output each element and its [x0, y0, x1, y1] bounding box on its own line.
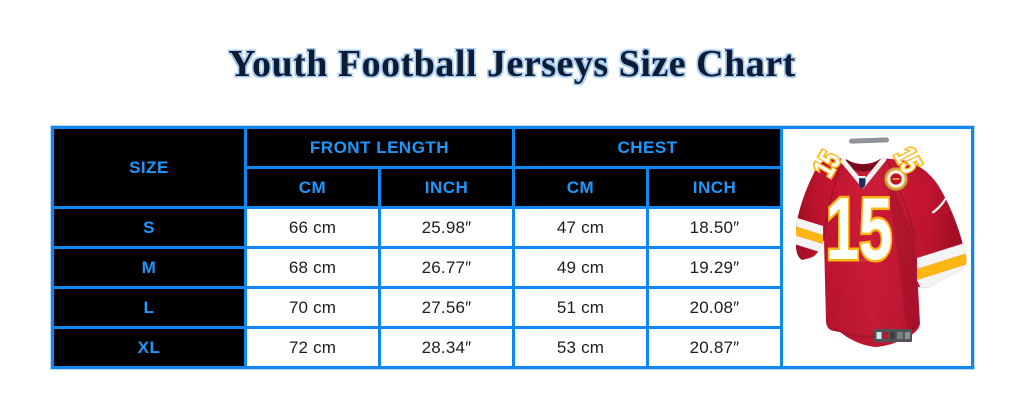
size-chart-table: SIZE FRONT LENGTH CHEST [51, 126, 974, 369]
front-inch-value: 27.56″ [378, 286, 515, 329]
chest-cm-value: 49 cm [512, 246, 649, 289]
table-row-l: L 70 cm 27.56″ 51 cm 20.08″ [51, 286, 973, 329]
svg-text:15: 15 [826, 179, 893, 277]
column-group-front-length: FRONT LENGTH [244, 126, 515, 169]
chest-inch-value: 20.08″ [646, 286, 783, 329]
jersey-image-cell: 15 15 15 [780, 126, 974, 369]
front-inch-value: 28.34″ [378, 326, 515, 369]
front-cm-value: 66 cm [244, 206, 381, 249]
chest-cm-value: 47 cm [512, 206, 649, 249]
column-group-chest: CHEST [512, 126, 783, 169]
size-label-cell: L [51, 286, 247, 329]
front-cm-value: 68 cm [244, 246, 381, 289]
table-row-m: M 68 cm 26.77″ 49 cm 19.29″ [51, 246, 973, 289]
table-row-xl: XL 72 cm 28.34″ 53 cm 20.87″ [51, 326, 973, 369]
chest-cm-value: 53 cm [512, 326, 649, 369]
size-label-cell: XL [51, 326, 247, 369]
chest-inch-value: 20.87″ [646, 326, 783, 369]
size-label-cell: S [51, 206, 247, 249]
column-header-size: SIZE [51, 126, 247, 209]
jersey-image: 15 15 15 [796, 137, 967, 347]
page-title: Youth Football Jerseys Size Chart [228, 43, 796, 85]
table-row-s: S 66 cm 25.98″ 47 cm 18.50″ [51, 206, 973, 249]
chest-patch [884, 167, 908, 191]
front-inch-value: 26.77″ [378, 246, 515, 289]
column-header-chest-inch: INCH [646, 166, 783, 209]
chest-inch-value: 18.50″ [646, 206, 783, 249]
chest-number: 15 [824, 177, 895, 279]
column-header-chest-cm: CM [512, 166, 649, 209]
column-header-front-inch: INCH [378, 166, 515, 209]
chest-cm-value: 51 cm [512, 286, 649, 329]
front-inch-value: 25.98″ [378, 206, 515, 249]
column-header-front-cm: CM [244, 166, 381, 209]
chest-inch-value: 19.29″ [646, 246, 783, 289]
jock-tag [874, 329, 912, 342]
front-cm-value: 72 cm [244, 326, 381, 369]
nfl-shield-logo [859, 176, 866, 189]
size-label-cell: M [51, 246, 247, 289]
swoosh-logo [931, 195, 948, 214]
left-sleeve-stripes [796, 216, 823, 253]
right-sleeve-stripes [917, 241, 967, 291]
front-cm-value: 70 cm [244, 286, 381, 329]
hanger-bar [849, 137, 890, 144]
